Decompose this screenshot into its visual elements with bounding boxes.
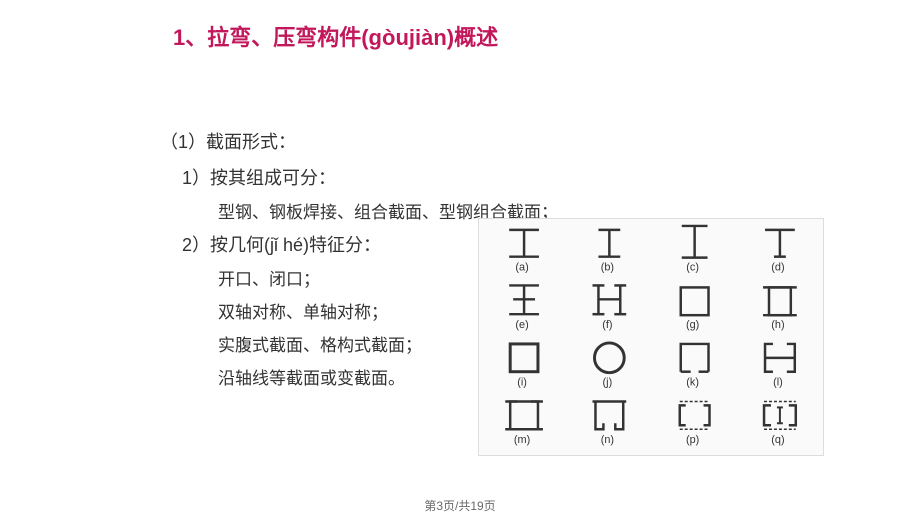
diagram-label-b: (b) xyxy=(601,262,614,274)
diagram-label-a: (a) xyxy=(515,262,528,274)
diagram-label-q: (q) xyxy=(771,434,784,446)
cross-section-diagram: (a) (b) (c) (d) (e) xyxy=(478,218,824,456)
sub1-label: 1）按其组成可分： xyxy=(182,164,558,190)
diagram-label-p: (p) xyxy=(686,434,699,446)
section-heading: （1）截面形式： xyxy=(160,128,558,154)
page-footer: 第3页/共19页 xyxy=(0,497,920,514)
diagram-label-f: (f) xyxy=(602,319,612,331)
diagram-label-j: (j) xyxy=(603,377,613,389)
diagram-label-l: (l) xyxy=(773,377,783,389)
page-title: 1、拉弯、压弯构件(gòujiàn)概述 xyxy=(173,20,498,52)
diagram-label-n: (n) xyxy=(601,434,614,446)
diagram-label-d: (d) xyxy=(771,262,784,274)
diagram-label-m: (m) xyxy=(514,434,530,446)
diagram-label-g: (g) xyxy=(686,319,699,331)
diagram-label-h: (h) xyxy=(771,319,784,331)
diagram-label-k: (k) xyxy=(686,377,699,389)
diagram-label-i: (i) xyxy=(517,377,527,389)
diagram-label-c: (c) xyxy=(686,262,699,274)
diagram-label-e: (e) xyxy=(515,319,528,331)
